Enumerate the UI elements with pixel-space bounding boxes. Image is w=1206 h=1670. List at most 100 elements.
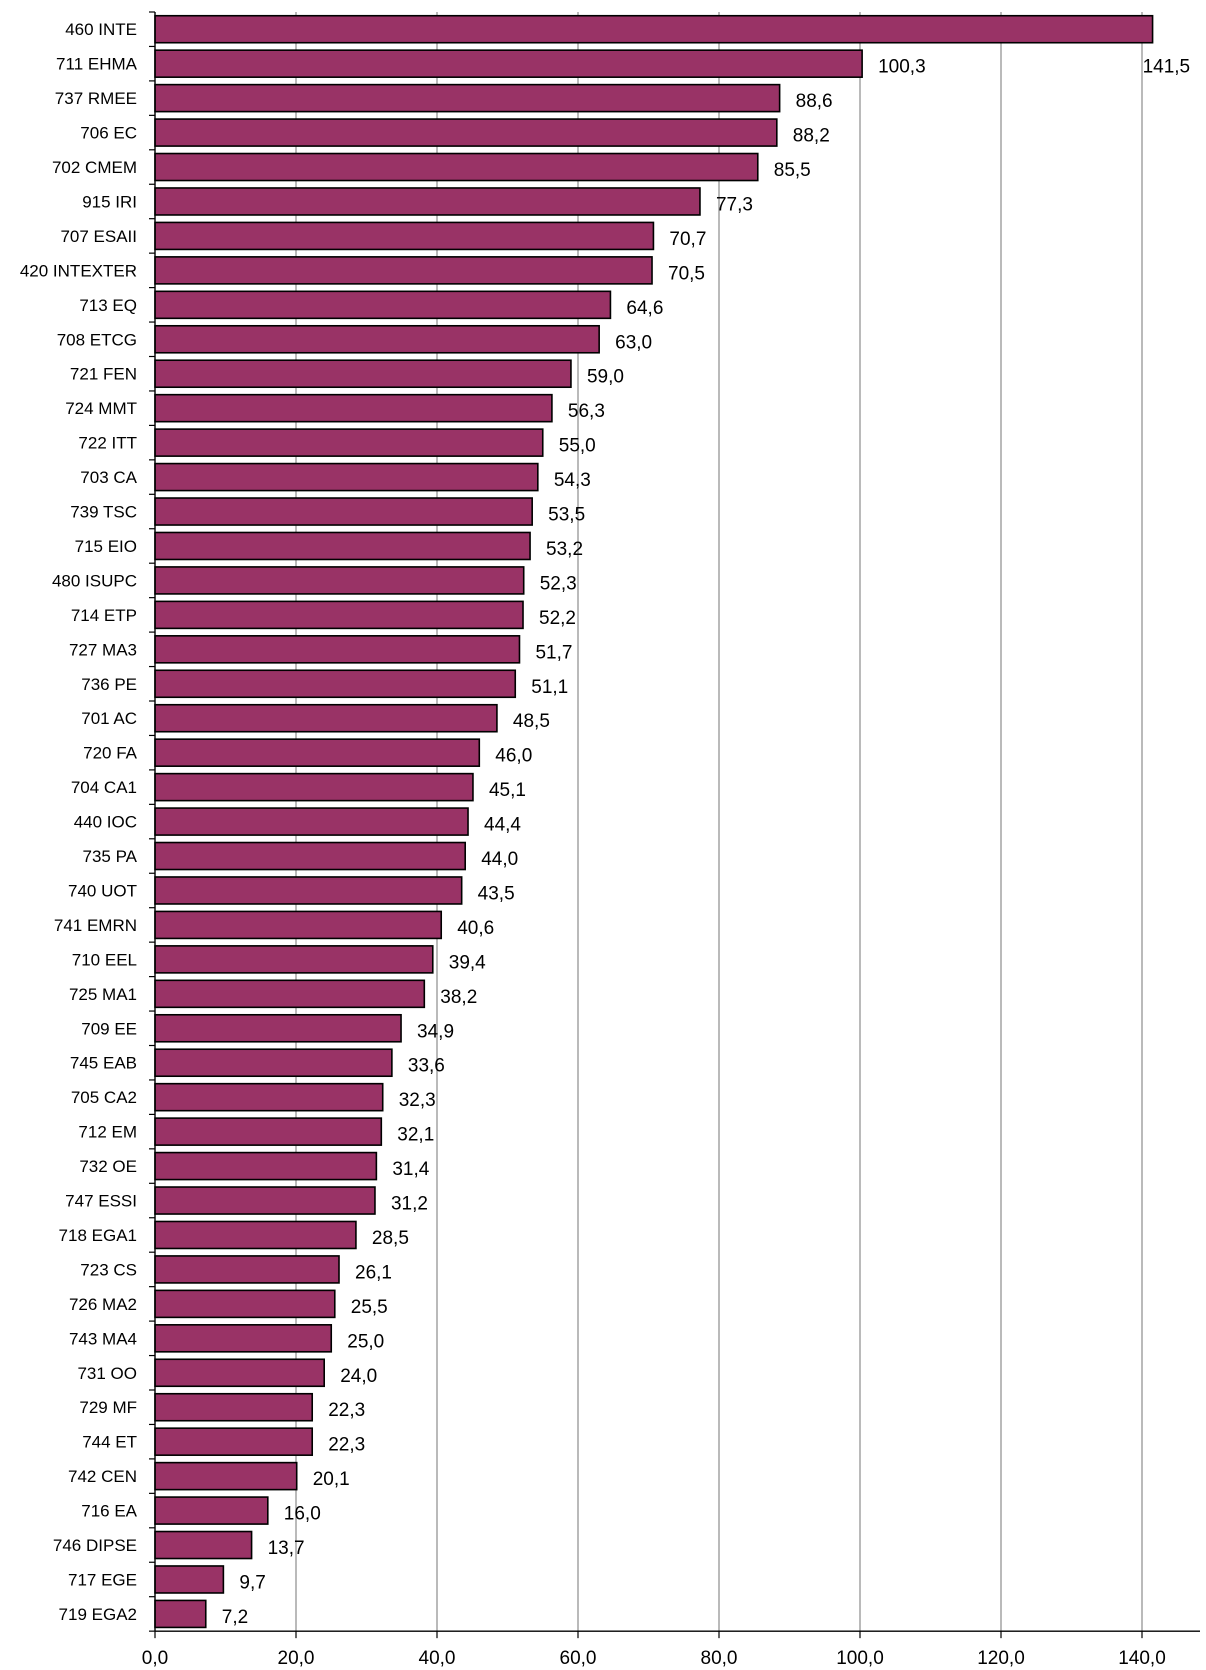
bar <box>154 187 701 216</box>
category-label: 735 PA <box>82 847 137 866</box>
bar <box>154 359 572 389</box>
x-tick-labels: 0,0 20,0 40,0 60,0 80,0 100,0 120,0 140,0 <box>142 1648 1166 1669</box>
value-label: 85,5 <box>774 160 811 181</box>
value-label: 88,2 <box>793 126 830 147</box>
category-label: 717 EGE <box>68 1570 137 1589</box>
bar <box>154 910 443 940</box>
category-label: 740 UOT <box>68 881 137 900</box>
category-label: 739 TSC <box>70 503 137 522</box>
value-label: 38,2 <box>440 987 477 1008</box>
value-label: 13,7 <box>268 1538 305 1559</box>
bar <box>154 1324 333 1353</box>
value-label: 48,5 <box>513 711 550 732</box>
category-label: 747 ESSI <box>65 1192 137 1211</box>
axes <box>149 11 1200 1639</box>
bar <box>154 152 759 182</box>
category-label: 744 ET <box>82 1433 137 1452</box>
bar <box>154 1013 402 1043</box>
value-label: 28,5 <box>372 1228 409 1249</box>
x-tick-label: 100,0 <box>836 1648 884 1669</box>
category-label: 711 EHMA <box>56 55 138 74</box>
value-labels: 141,5 100,3 88,6 88,2 85,5 77,3 70,7 70,564,6 63… <box>222 57 1190 1628</box>
x-tick-label: 40,0 <box>419 1648 456 1669</box>
bar <box>154 83 781 113</box>
bar <box>154 635 521 664</box>
value-label: 24,0 <box>340 1366 377 1387</box>
x-tick-label: 20,0 <box>278 1648 315 1669</box>
value-label: 52,3 <box>540 573 577 594</box>
x-tick-label: 60,0 <box>560 1648 597 1669</box>
category-label: 709 EE <box>81 1019 137 1038</box>
category-label: 715 EIO <box>75 537 137 556</box>
value-label: 52,2 <box>539 608 576 629</box>
value-label: 70,7 <box>669 229 706 250</box>
bar <box>154 1358 325 1388</box>
value-label: 9,7 <box>239 1572 265 1593</box>
category-label: 727 MA3 <box>69 640 137 659</box>
category-label: 741 EMRN <box>54 916 137 935</box>
bar <box>154 1151 378 1181</box>
x-tick-label: 120,0 <box>977 1648 1025 1669</box>
value-label: 59,0 <box>587 367 624 388</box>
category-label: 721 FEN <box>70 365 137 384</box>
value-label: 51,1 <box>531 677 568 698</box>
category-label: 718 EGA1 <box>59 1226 137 1245</box>
category-label: 720 FA <box>83 744 138 763</box>
category-label: 705 CA2 <box>71 1088 137 1107</box>
bar <box>154 1427 314 1456</box>
bar <box>154 1496 269 1525</box>
category-label: 710 EEL <box>72 950 137 969</box>
bar <box>154 1186 376 1215</box>
value-label: 70,5 <box>668 263 705 284</box>
category-label: 724 MMT <box>65 399 137 418</box>
category-label: 440 IOC <box>74 813 137 832</box>
category-label: 719 EGA2 <box>59 1605 137 1624</box>
category-label: 746 DIPSE <box>53 1536 137 1555</box>
bar <box>154 600 524 630</box>
value-label: 32,1 <box>397 1125 434 1146</box>
category-label: 745 EAB <box>70 1054 137 1073</box>
bar <box>154 1082 384 1112</box>
category-label: 732 OE <box>79 1157 137 1176</box>
value-label: 54,3 <box>554 470 591 491</box>
value-label: 45,1 <box>489 780 526 801</box>
bar <box>154 531 531 561</box>
value-label: 77,3 <box>716 194 753 215</box>
bar <box>154 256 653 285</box>
value-label: 33,6 <box>408 1056 445 1077</box>
bar <box>154 497 533 526</box>
bar <box>154 221 655 251</box>
category-label: 713 EQ <box>79 296 137 315</box>
bar <box>154 1392 314 1422</box>
bar <box>154 118 778 147</box>
value-label: 43,5 <box>478 883 515 904</box>
bar <box>154 1599 207 1629</box>
bar <box>154 49 863 78</box>
category-label: 725 MA1 <box>69 985 137 1004</box>
bar <box>154 807 469 836</box>
value-label: 25,5 <box>351 1297 388 1318</box>
category-label: 704 CA1 <box>71 778 137 797</box>
value-label: 39,4 <box>449 952 486 973</box>
value-label: 16,0 <box>284 1504 321 1525</box>
bar <box>154 1117 383 1146</box>
bar <box>154 1048 393 1078</box>
bar <box>154 669 517 699</box>
category-label: 743 MA4 <box>69 1329 137 1348</box>
bar <box>154 393 553 423</box>
x-tick-label: 80,0 <box>701 1648 738 1669</box>
category-label: 731 OO <box>77 1364 137 1383</box>
value-label: 40,6 <box>457 918 494 939</box>
category-label: 915 IRI <box>82 192 137 211</box>
bar <box>154 772 474 802</box>
category-label: 714 ETP <box>71 606 137 625</box>
value-label: 100,3 <box>878 57 926 78</box>
x-tick-label: 0,0 <box>142 1648 168 1669</box>
bar <box>154 876 463 905</box>
value-label: 25,0 <box>347 1331 384 1352</box>
value-label: 88,6 <box>796 91 833 112</box>
bars <box>154 14 1154 1629</box>
value-label: 7,2 <box>222 1607 248 1628</box>
value-label: 141,5 <box>1143 57 1191 78</box>
value-label: 53,5 <box>548 505 585 526</box>
